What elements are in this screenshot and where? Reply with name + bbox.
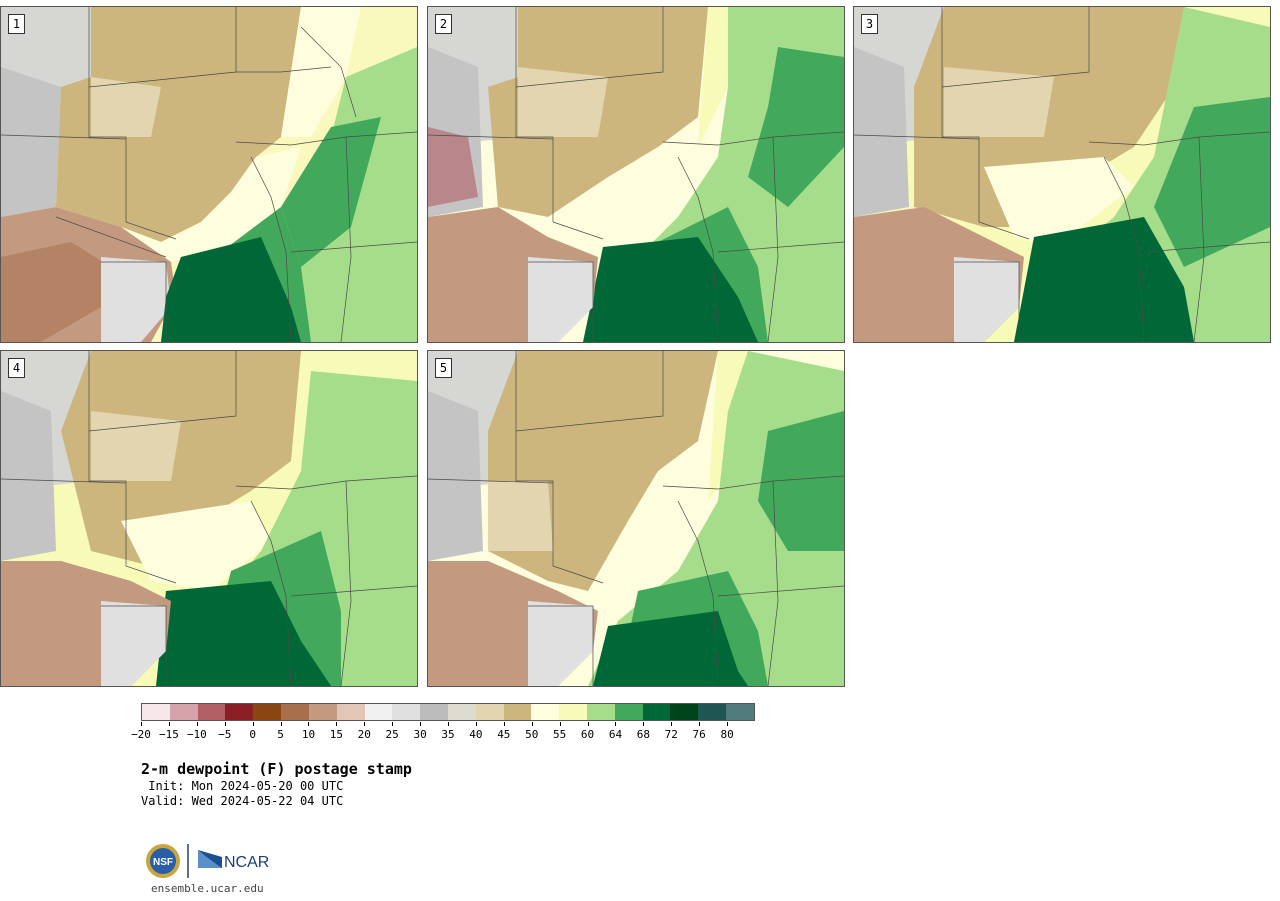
- plot-title: 2-m dewpoint (F) postage stamp: [141, 760, 412, 778]
- colorbar-tick: [336, 722, 338, 726]
- colorbar-tick-label: 80: [720, 728, 734, 741]
- colorbar-tick: [196, 722, 198, 726]
- colorbar-tick: [475, 722, 477, 726]
- colorbar-swatch: [420, 704, 448, 720]
- colorbar-tick-label: 0: [249, 728, 256, 741]
- colorbar-tick-label: 10: [301, 728, 316, 741]
- colorbar-swatch: [531, 704, 560, 720]
- colorbar-tick: [587, 722, 589, 726]
- stamp-panel-3: 3: [853, 6, 1271, 343]
- valid-time: Valid: Wed 2024-05-22 04 UTC: [141, 794, 344, 808]
- colorbar-tick-label: 72: [664, 728, 678, 741]
- colorbar-tick: [224, 722, 226, 726]
- stamp-panel-1: 1: [0, 6, 418, 343]
- colorbar-swatch: [587, 704, 615, 720]
- colorbar-swatch: [281, 704, 309, 720]
- colorbar-swatch: [336, 704, 365, 720]
- panel-number-label: 1: [8, 14, 25, 34]
- dewpoint-map: [1, 7, 417, 342]
- colorbar-swatch: [559, 704, 587, 720]
- init-time: Init: Mon 2024-05-20 00 UTC: [141, 779, 344, 793]
- dewpoint-map: [428, 7, 844, 342]
- colorbar-swatch: [503, 704, 532, 720]
- colorbar-tick-label: 50: [525, 728, 539, 741]
- colorbar-tick: [308, 722, 310, 726]
- colorbar-tick: [420, 722, 422, 726]
- dewpoint-colorbar: [141, 703, 755, 721]
- colorbar-tick: [280, 722, 282, 726]
- colorbar-tick-label: 60: [580, 728, 595, 741]
- colorbar-swatch: [364, 704, 393, 720]
- colorbar-tick-label: 68: [636, 728, 650, 741]
- colorbar-tick-label: 64: [608, 728, 623, 741]
- colorbar-swatch: [642, 704, 671, 720]
- colorbar-tick-label: 20: [357, 728, 371, 741]
- colorbar-tick-label: 25: [385, 728, 399, 741]
- panel-number-label: 2: [435, 14, 452, 34]
- nsf-ncar-logos: NSF NCAR: [146, 844, 269, 878]
- panel-number-label: 4: [8, 358, 25, 378]
- colorbar-swatch: [142, 704, 170, 720]
- colorbar-tick: [615, 722, 617, 726]
- colorbar-tick-label: 15: [329, 728, 343, 741]
- colorbar-swatch: [197, 704, 226, 720]
- colorbar-tick: [503, 722, 505, 726]
- colorbar-tick: [727, 722, 729, 726]
- colorbar-tick: [448, 722, 449, 726]
- colorbar-tick: [699, 722, 701, 726]
- colorbar-tick: [671, 722, 673, 726]
- colorbar-tick-label: −10: [186, 728, 207, 741]
- colorbar-ticks: −20 −15 −10 −5 0 5 10 15 20 25 30 35 40 45 50 55 60 64 68 7…: [131, 722, 755, 742]
- colorbar-tick-label: −15: [158, 728, 179, 741]
- colorbar-swatch: [253, 704, 282, 720]
- colorbar-tick: [141, 722, 142, 726]
- colorbar-swatch: [392, 704, 421, 720]
- colorbar-swatch: [308, 704, 337, 720]
- colorbar-swatch: [447, 704, 476, 720]
- colorbar-tick: [168, 722, 170, 726]
- colorbar-swatch: [698, 704, 727, 720]
- nsf-logo-text: NSF: [153, 857, 173, 868]
- colorbar-tick: [252, 722, 254, 726]
- colorbar-tick-label: 40: [469, 728, 483, 741]
- stamp-panel-4: 4: [0, 350, 418, 687]
- colorbar-tick-label: −5: [218, 728, 232, 741]
- colorbar-tick: [364, 722, 366, 726]
- nsf-logo: NSF: [146, 844, 180, 878]
- ncar-logo: NCAR: [198, 850, 269, 871]
- colorbar-tick-label: 35: [441, 728, 455, 741]
- stamp-panel-5: 5: [427, 350, 845, 687]
- colorbar-tick: [392, 722, 394, 726]
- colorbar-swatch: [225, 704, 254, 720]
- colorbar-tick-label: 30: [413, 728, 427, 741]
- ncar-logo-text: NCAR: [224, 854, 269, 871]
- dewpoint-map: [428, 351, 844, 686]
- dewpoint-map: [1, 351, 417, 686]
- colorbar-swatch: [614, 704, 643, 720]
- colorbar-swatch: [169, 704, 198, 720]
- colorbar-tick-label: 76: [692, 728, 706, 741]
- colorbar-tick: [643, 722, 645, 726]
- dewpoint-map: [854, 7, 1270, 342]
- colorbar-tick-label: 5: [277, 728, 284, 741]
- panel-number-label: 5: [435, 358, 452, 378]
- colorbar-swatch: [726, 704, 754, 720]
- colorbar-swatch: [475, 704, 504, 720]
- colorbar-tick: [559, 722, 561, 726]
- panel-number-label: 3: [861, 14, 878, 34]
- colorbar-tick-label: −20: [131, 728, 151, 741]
- colorbar-tick: [531, 722, 533, 726]
- colorbar-tick-label: 45: [497, 728, 511, 741]
- website-url: ensemble.ucar.edu: [151, 882, 264, 895]
- colorbar-tick-label: 55: [553, 728, 567, 741]
- stamp-panel-2: 2: [427, 6, 845, 343]
- colorbar-swatch: [670, 704, 699, 720]
